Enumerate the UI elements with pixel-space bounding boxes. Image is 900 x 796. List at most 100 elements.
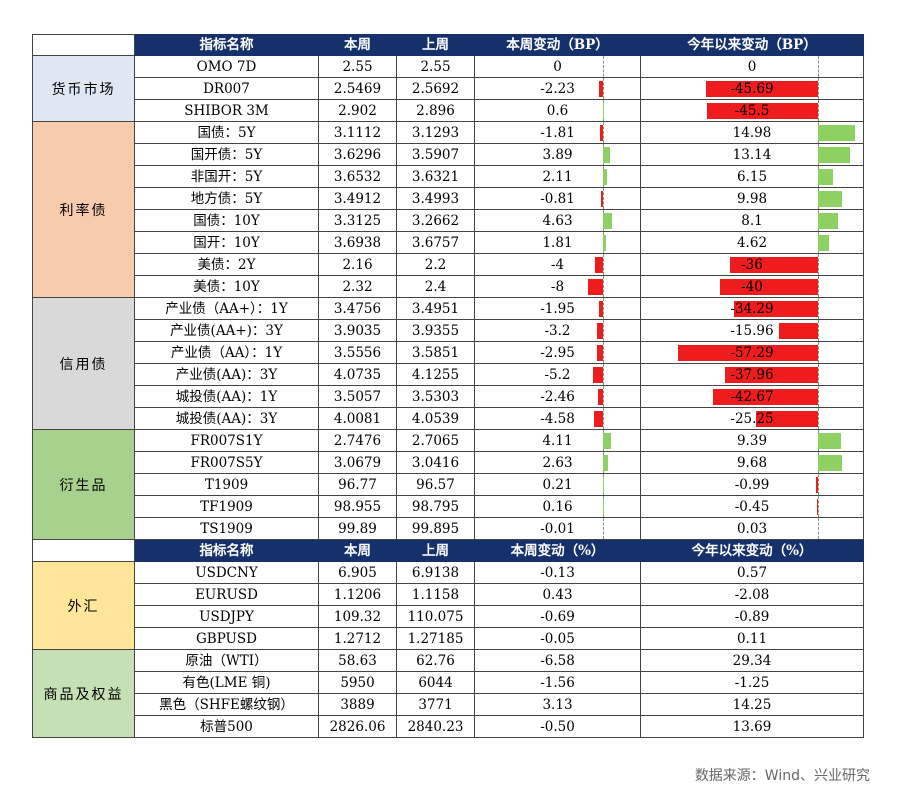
zero-line (603, 474, 604, 495)
indicator-name: TS1909 (135, 518, 319, 540)
change-value: 0.21 (542, 477, 573, 493)
zero-line (818, 496, 819, 517)
positive-bar (603, 147, 611, 163)
change-cell: -15.96 (641, 320, 864, 342)
change-value: -1.25 (734, 675, 770, 691)
change-value: 4.62 (736, 235, 768, 251)
indicator-name: 产业债(AA+)：3Y (135, 320, 319, 342)
change-value: -25.25 (730, 411, 774, 427)
change-value: -15.96 (730, 323, 774, 339)
negative-bar (677, 345, 818, 361)
value-cell: 3.6938 (319, 232, 397, 254)
value-cell: 3.6757 (397, 232, 475, 254)
change-value: -45.5 (734, 103, 770, 119)
value-cell: 2.16 (319, 254, 397, 276)
change-value: -0.45 (734, 499, 770, 515)
change-value: -34.29 (730, 301, 774, 317)
change-value: -2.95 (540, 345, 575, 361)
value-cell: 2.7065 (397, 430, 475, 452)
table-row: 标普500 2826.06 2840.23 -0.50 13.69 (32, 716, 864, 738)
change-value: -37.96 (730, 367, 774, 383)
table-row: 地方债：5Y 3.4912 3.4993 -0.81 9.98 (32, 188, 864, 210)
table-row: 城投债(AA)：1Y 3.5057 3.5303 -2.46 -42.67 (32, 386, 864, 408)
change-value: -8 (550, 279, 565, 295)
value-cell: 2.55 (319, 56, 397, 78)
zero-line (603, 122, 604, 143)
value-cell: 110.075 (397, 606, 475, 628)
positive-bar (818, 455, 842, 471)
indicator-name: 国开：10Y (135, 232, 319, 254)
change-cell: 0.6 (475, 100, 641, 122)
value-cell: 3.1112 (319, 122, 397, 144)
change-cell: 9.68 (641, 452, 864, 474)
change-value: -6.58 (540, 653, 575, 669)
indicator-name: OMO 7D (135, 56, 319, 78)
negative-bar (706, 103, 818, 119)
change-value: 14.25 (732, 697, 772, 713)
value-cell: 96.57 (397, 474, 475, 496)
change-value: -0.81 (540, 191, 575, 207)
value-cell: 3.5851 (397, 342, 475, 364)
value-cell: 6044 (397, 672, 475, 694)
table-row: SHIBOR 3M 2.902 2.896 0.6 -45.5 (32, 100, 864, 122)
change-cell: -1.81 (475, 122, 641, 144)
table-row: 国开债：5Y 3.6296 3.5907 3.89 13.14 (32, 144, 864, 166)
change-value: 9.98 (736, 191, 768, 207)
zero-line (603, 408, 604, 429)
header-cell: 指标名称 (135, 540, 319, 562)
change-value: 0.11 (736, 631, 768, 647)
indicator-name: FR007S5Y (135, 452, 319, 474)
negative-bar (587, 279, 603, 295)
change-value: -2.23 (540, 81, 575, 97)
value-cell: 5950 (319, 672, 397, 694)
positive-bar (603, 433, 611, 449)
change-cell: 0.03 (641, 518, 864, 540)
value-cell: 2.7476 (319, 430, 397, 452)
change-cell: -1.56 (475, 672, 641, 694)
change-cell: -6.58 (475, 650, 641, 672)
negative-bar (601, 191, 603, 207)
positive-bar (603, 103, 605, 119)
zero-line (603, 518, 604, 539)
change-value: 2.11 (542, 169, 573, 185)
header-blank (32, 540, 135, 562)
table-row: 产业债（AA+）：1Y 3.4756 3.4951 -1.95 -34.29 (32, 298, 864, 320)
change-cell: 3.13 (475, 694, 641, 716)
indicator-name: SHIBOR 3M (135, 100, 319, 122)
group-label: 信用债 (32, 298, 135, 430)
table-row: GBPUSD 1.2712 1.27185 -0.05 0.11 (32, 628, 864, 650)
header-cell: 指标名称 (135, 34, 319, 56)
change-value: 4.63 (542, 213, 573, 229)
table-row: 产业债(AA)：3Y 4.0735 4.1255 -5.2 -37.96 (32, 364, 864, 386)
change-value: -2.46 (540, 389, 575, 405)
change-value: -0.99 (734, 477, 770, 493)
change-value: 0.16 (542, 499, 573, 515)
negative-bar (729, 257, 818, 273)
change-cell: -2.08 (641, 584, 864, 606)
value-cell: 3.9035 (319, 320, 397, 342)
zero-line (818, 298, 819, 319)
change-cell: -45.69 (641, 78, 864, 100)
value-cell: 3.4993 (397, 188, 475, 210)
value-cell: 96.77 (319, 474, 397, 496)
change-value: -1.81 (540, 125, 575, 141)
table-row: DR007 2.5469 2.5692 -2.23 -45.69 (32, 78, 864, 100)
value-cell: 4.0539 (397, 408, 475, 430)
value-cell: 3.6296 (319, 144, 397, 166)
value-cell: 3.0416 (397, 452, 475, 474)
zero-line (818, 408, 819, 429)
header-cell: 本周变动（%） (475, 540, 641, 562)
change-cell: -0.69 (475, 606, 641, 628)
change-value: 29.34 (732, 653, 772, 669)
source-note: 数据来源：Wind、兴业研究 (694, 768, 870, 784)
indicator-name: 原油（WTI） (135, 650, 319, 672)
negative-bar (596, 323, 603, 339)
change-cell: -37.96 (641, 364, 864, 386)
change-cell: 2.11 (475, 166, 641, 188)
change-cell: 14.25 (641, 694, 864, 716)
change-value: 2.63 (542, 455, 573, 471)
change-cell: -34.29 (641, 298, 864, 320)
change-cell: 9.98 (641, 188, 864, 210)
change-value: -42.67 (730, 389, 774, 405)
change-value: -4.58 (540, 411, 575, 427)
